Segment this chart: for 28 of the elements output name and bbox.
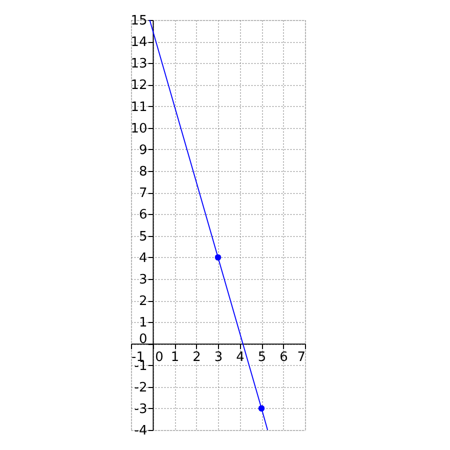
y-tick-label: -2 [134,380,148,396]
x-tick-label: 3 [214,350,223,366]
y-tick-label: 14 [130,35,148,50]
y-tick-label: 2 [138,294,148,310]
y-tick-label: 8 [138,164,148,180]
y-tick-label: 4 [138,250,148,266]
y-tick-label: 12 [130,78,148,94]
y-tick-label: -4 [134,424,148,438]
x-tick-label: 7 [297,350,306,366]
y-tick-label: 15 [130,14,148,28]
y-tick-label: 7 [138,186,148,202]
y-tick-label: 11 [130,100,148,115]
y-tick-label: 5 [138,229,148,244]
x-tick-label: 6 [280,350,288,366]
x-tick-label: 1 [170,350,180,366]
x-tick-label: 2 [192,350,201,366]
y-tick-label: 10 [130,121,148,136]
x-tick-label: 4 [236,350,244,366]
x-tick-label: 0 [155,350,164,366]
y-tick-label: 13 [130,56,148,72]
y-tick-label: 0 [138,332,148,348]
y-tick-label: 1 [138,316,148,331]
x-tick-label: 5 [258,350,266,366]
y-tick-label: 3 [138,272,148,288]
line-series [149,20,268,430]
y-tick-label: -3 [134,402,148,417]
y-tick-label: 9 [138,142,148,158]
y-tick-label: 6 [138,208,148,223]
